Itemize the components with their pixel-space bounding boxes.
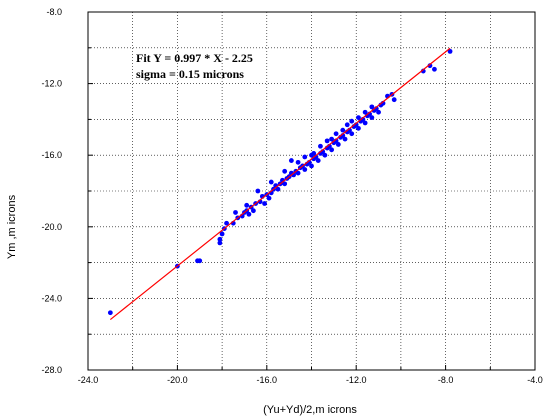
fit-equation-annotation: Fit Y = 0.997 * X - 2.25 [136, 51, 253, 65]
data-point [315, 158, 321, 163]
data-point [309, 152, 314, 158]
data-point [333, 131, 339, 137]
data-point [447, 48, 453, 54]
data-point [349, 118, 355, 124]
data-point [329, 136, 335, 142]
data-point [362, 109, 368, 115]
x-tick-label: -12.0 [346, 375, 367, 385]
plot-frame [87, 11, 536, 371]
y-tick-label: -24.0 [41, 293, 62, 303]
data-point [295, 170, 301, 176]
data-point [369, 115, 375, 121]
data-point [342, 136, 348, 142]
data-point [322, 152, 328, 158]
data-point [356, 115, 361, 121]
y-tick-label: -28.0 [41, 365, 62, 375]
data-point [302, 154, 308, 160]
tick-layer: -24.0 -20.0 -16.0 -12.0 -8.0 -4.0 -8.0 -12.0 -16… [41, 7, 542, 385]
data-point [195, 258, 200, 264]
data-point [107, 310, 113, 316]
data-point [302, 167, 308, 172]
data-point [262, 201, 267, 206]
points-layer [107, 48, 453, 316]
fit-line [109, 47, 451, 321]
x-tick-label: -16.0 [257, 375, 278, 385]
data-point [217, 240, 223, 246]
data-point [288, 158, 294, 163]
data-point [432, 66, 437, 72]
data-point [391, 97, 397, 103]
data-point [344, 122, 350, 128]
data-point [266, 195, 272, 201]
x-tick-label: -24.0 [78, 375, 99, 385]
data-point [244, 202, 250, 208]
data-point [362, 120, 368, 126]
data-point [282, 168, 288, 174]
data-point [219, 231, 225, 237]
data-point [282, 181, 288, 187]
data-point [233, 210, 238, 215]
data-point [318, 143, 323, 149]
x-axis-title: (Yu+Yd)/2,m icrons [263, 404, 357, 416]
data-point [217, 236, 223, 242]
data-point [329, 147, 335, 153]
data-point [295, 159, 301, 165]
data-point [349, 131, 355, 137]
y-axis-title: Ym ,m icrons [6, 194, 18, 259]
data-point [250, 208, 256, 214]
data-point [268, 179, 274, 185]
sigma-annotation: sigma = 0.15 microns [136, 67, 244, 81]
data-point [427, 63, 433, 69]
data-point [420, 68, 426, 74]
data-point [369, 104, 375, 110]
y-tick-label: -8.0 [46, 7, 62, 17]
grid-layer [88, 12, 535, 370]
y-tick-label: -12.0 [41, 79, 62, 89]
data-point [356, 125, 361, 131]
data-point [224, 220, 229, 226]
data-point [324, 138, 330, 144]
x-tick-label: -8.0 [438, 375, 454, 385]
data-point [340, 127, 346, 133]
data-point [255, 188, 261, 194]
data-point [335, 142, 341, 147]
y-tick-label: -20.0 [41, 222, 62, 232]
y-tick-label: -16.0 [41, 150, 62, 160]
data-point [275, 186, 281, 192]
x-tick-label: -20.0 [167, 375, 188, 385]
data-point [376, 109, 381, 115]
x-tick-label: -4.0 [527, 375, 543, 385]
data-point [246, 211, 252, 217]
data-point [309, 163, 314, 169]
